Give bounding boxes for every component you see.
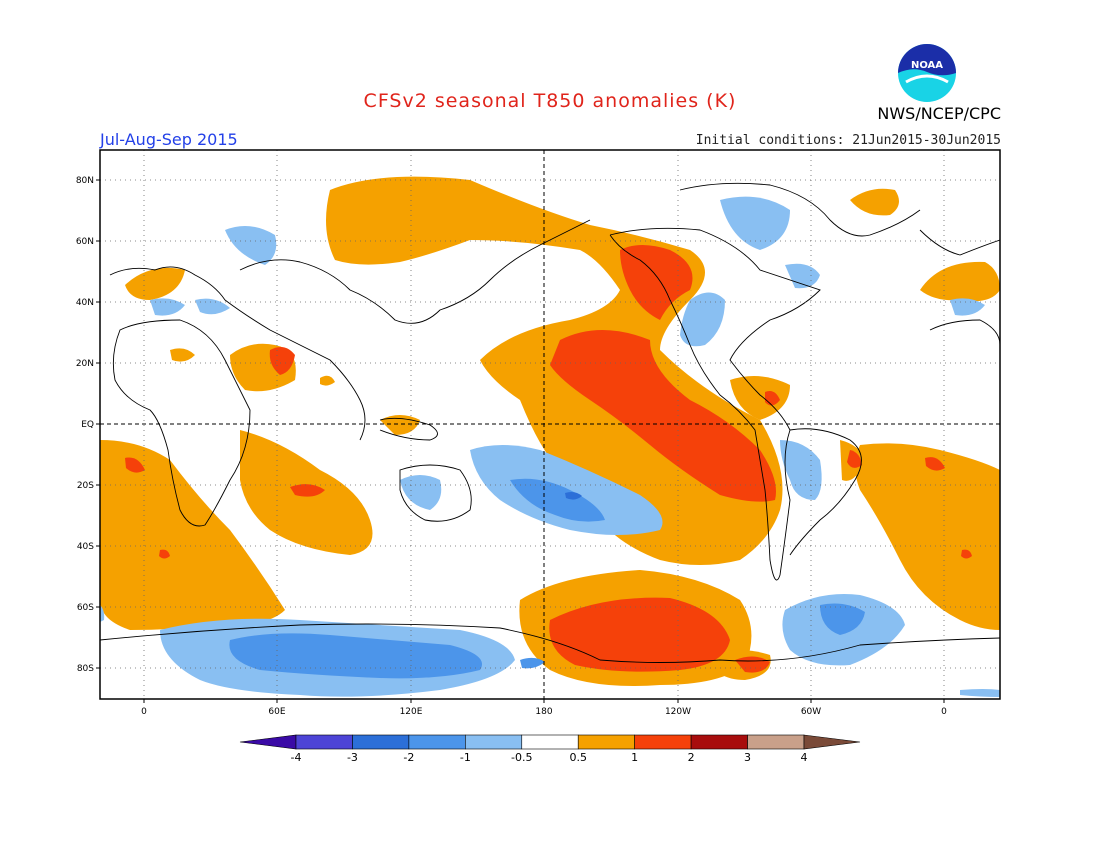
colorbar-label: -3 <box>347 751 358 764</box>
equator-dateline <box>100 150 1000 699</box>
colorbar-segment <box>465 734 523 750</box>
colorbar-label: -1 <box>460 751 471 764</box>
agency-label: NWS/NCEP/CPC <box>877 104 1001 123</box>
lon-label: 0 <box>941 707 947 717</box>
lon-label: 60E <box>268 707 285 717</box>
lon-label: 0 <box>141 707 147 717</box>
colorbar-segment <box>521 734 579 750</box>
lat-label: 20S <box>77 481 94 491</box>
coastlines <box>100 182 1000 663</box>
lon-label: 60W <box>801 707 821 717</box>
colorbar-label: 0.5 <box>569 751 587 764</box>
initial-conditions-label: Initial conditions: 21Jun2015-30Jun2015 <box>695 133 1001 148</box>
anomaly-shading <box>100 176 1000 697</box>
noaa-logo: NOAA <box>898 44 956 102</box>
lat-label: 20N <box>76 359 94 369</box>
logo-text: NOAA <box>911 60 943 71</box>
lat-label: EQ <box>81 420 94 430</box>
grid-lines <box>100 150 1000 699</box>
season-label: Jul-Aug-Sep 2015 <box>100 130 238 149</box>
lat-label: 80S <box>77 664 94 674</box>
colorbar-extend-high <box>803 734 861 750</box>
colorbar-segment <box>408 734 466 750</box>
lat-label: 40N <box>76 298 94 308</box>
colorbar-segment <box>634 734 692 750</box>
lon-label: 120E <box>400 707 423 717</box>
colorbar-label: 3 <box>744 751 751 764</box>
colorbar-segment <box>577 734 635 750</box>
colorbar-label: 2 <box>688 751 695 764</box>
lat-label: 80N <box>76 176 94 186</box>
colorbar-label: 4 <box>801 751 808 764</box>
lat-label: 40S <box>77 542 94 552</box>
colorbar-segment <box>352 734 410 750</box>
colorbar-label: 1 <box>631 751 638 764</box>
lat-label: 60N <box>76 237 94 247</box>
colorbar-segment <box>295 734 353 750</box>
lat-label: 60S <box>77 603 94 613</box>
lon-label: 120W <box>665 707 691 717</box>
colorbar-segment <box>747 734 805 750</box>
latitude-labels: 80N 60N 40N 20N EQ 20S 40S 60S 80S <box>76 176 94 674</box>
colorbar-segment <box>690 734 748 750</box>
colorbar-extend-low <box>239 734 297 750</box>
colorbar-label: -0.5 <box>511 751 532 764</box>
lon-label: 180 <box>535 707 552 717</box>
colorbar: -4 -3 -2 -1 -0.5 0.5 1 2 3 4 <box>239 734 861 764</box>
colorbar-label: -2 <box>403 751 414 764</box>
longitude-labels: 0 60E 120E 180 120W 60W 0 <box>141 707 947 717</box>
map-title: CFSv2 seasonal T850 anomalies (K) <box>363 90 737 112</box>
colorbar-label: -4 <box>291 751 302 764</box>
